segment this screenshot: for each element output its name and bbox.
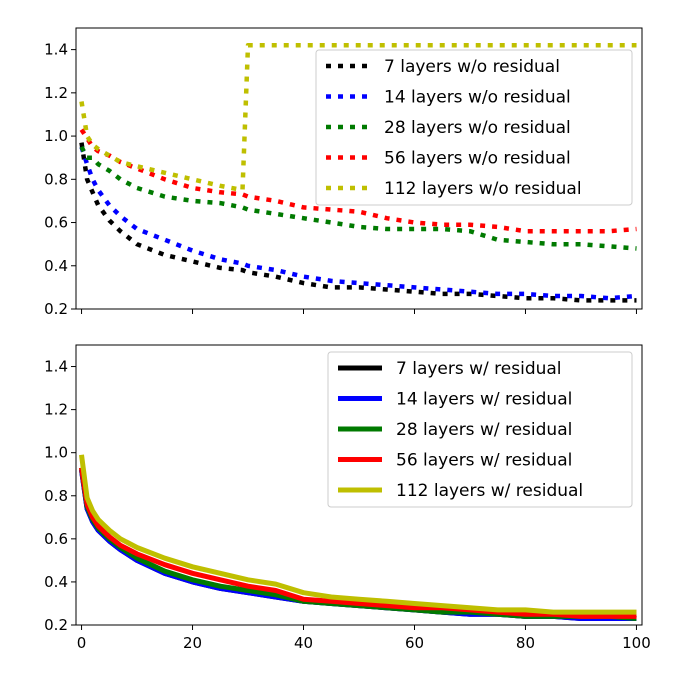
legend-label-3: 56 layers w/o residual [384, 149, 571, 169]
axes-frame [75, 27, 643, 310]
bottom-panel-residual: 0.2 0.4 0.6 0.8 1.0 1.2 1.4 0 20 40 60 80 100 7 layer… [44, 344, 651, 652]
legend-label-0: 7 layers w/ residual [396, 359, 562, 379]
x-tick-label: 20 [183, 634, 202, 652]
series-line-3 [79, 467, 637, 619]
legend-label-2: 28 layers w/o residual [384, 118, 571, 138]
legend-label-0: 7 layers w/o residual [384, 57, 560, 77]
top-panel-no-residual: 0.2 0.4 0.6 0.8 1.0 1.2 1.4 7 layers w/o residu… [44, 27, 643, 318]
y-tick-label: 0.8 [44, 487, 68, 505]
y-tick-label: 0.2 [44, 300, 68, 318]
legend: 7 layers w/o residual 14 layers w/o resid… [315, 49, 633, 206]
y-tick-label: 0.4 [44, 573, 68, 591]
x-tick-label: 40 [294, 634, 313, 652]
y-tick-label: 1.0 [44, 444, 68, 462]
legend: 7 layers w/ residual 14 layers w/ residua… [327, 351, 633, 508]
y-tick-label: 1.4 [44, 358, 68, 376]
y-tick-label: 1.2 [44, 84, 68, 102]
y-tick-label: 1.0 [44, 127, 68, 145]
y-tick-label: 1.4 [44, 41, 68, 59]
y-tick-label: 1.2 [44, 401, 68, 419]
series-line-0 [79, 142, 637, 303]
series-line-4 [79, 454, 637, 615]
legend-label-1: 14 layers w/o residual [384, 88, 571, 108]
legend-label-4: 112 layers w/ residual [396, 481, 583, 501]
series-line-1 [79, 146, 637, 301]
legend-box [315, 49, 633, 206]
y-tick-label: 0.8 [44, 170, 68, 188]
x-tick-label: 100 [622, 634, 651, 652]
y-tick-label: 0.2 [44, 616, 68, 634]
legend-label-4: 112 layers w/o residual [384, 179, 582, 199]
y-tick-label: 0.6 [44, 530, 68, 548]
x-tick-label: 80 [516, 634, 535, 652]
legend-label-2: 28 layers w/ residual [396, 420, 572, 440]
legend-label-3: 56 layers w/ residual [396, 451, 572, 471]
y-tick-label: 0.4 [44, 257, 68, 275]
x-tick-label: 60 [405, 634, 424, 652]
series-lines [79, 454, 637, 621]
y-tick-label: 0.6 [44, 214, 68, 232]
legend-label-1: 14 layers w/ residual [396, 390, 572, 410]
legend-box [327, 351, 633, 508]
x-tick-label: 0 [77, 634, 87, 652]
axes-frame [75, 344, 643, 626]
series-lines [79, 43, 637, 303]
